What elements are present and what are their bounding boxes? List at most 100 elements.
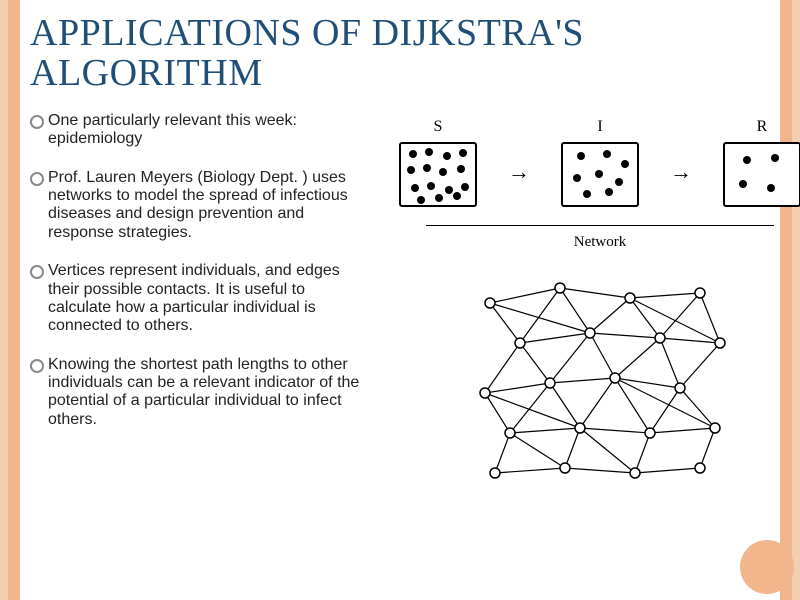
sir-dot	[595, 170, 603, 178]
network-node	[710, 423, 720, 433]
network-node	[610, 373, 620, 383]
network-edge	[485, 393, 510, 433]
network-edge	[580, 428, 635, 473]
sir-dot	[435, 194, 443, 202]
network-edge	[495, 468, 565, 473]
network-edge	[615, 338, 660, 378]
network-node	[560, 463, 570, 473]
sir-dot	[615, 178, 623, 186]
network-edge	[650, 388, 680, 433]
network-edge	[700, 428, 715, 468]
network-edge	[485, 383, 550, 393]
sir-dot	[439, 168, 447, 176]
network-edge	[660, 338, 680, 388]
network-edge	[650, 428, 715, 433]
arrow-right-icon: →	[670, 159, 692, 207]
sir-dot	[453, 192, 461, 200]
network-node	[585, 328, 595, 338]
network-node	[675, 383, 685, 393]
network-edge	[700, 293, 720, 343]
sir-dot	[407, 166, 415, 174]
network-edge	[495, 433, 510, 473]
network-edge	[590, 298, 630, 333]
page-title: APPLICATIONS OF DIJKSTRA'S ALGORITHM	[30, 14, 770, 94]
network-edge	[490, 288, 560, 303]
network-edge	[630, 298, 660, 338]
sir-dot	[443, 152, 451, 160]
bullet-item: Knowing the shortest path lengths to oth…	[30, 356, 370, 430]
network-edge	[550, 383, 580, 428]
network-node	[485, 298, 495, 308]
sir-dot	[423, 164, 431, 172]
network-edge	[635, 433, 650, 473]
figure-divider	[426, 225, 773, 226]
network-edge	[490, 303, 590, 333]
network-node	[490, 468, 500, 478]
sir-compartment: S	[398, 118, 478, 207]
network-node	[505, 428, 515, 438]
network-edge	[590, 333, 615, 378]
sir-dot	[767, 184, 775, 192]
sir-dot	[743, 156, 751, 164]
sir-dot	[621, 160, 629, 168]
sir-dot	[457, 165, 465, 173]
network-edge	[510, 428, 580, 433]
sir-dot	[445, 186, 453, 194]
figure-column: S→I→R Network	[398, 112, 800, 493]
network-edge	[510, 383, 550, 433]
network-edge	[580, 378, 615, 428]
bullet-item: Vertices represent individuals, and edge…	[30, 262, 370, 336]
sir-dot	[409, 150, 417, 158]
sir-compartment: R	[722, 118, 800, 207]
sir-box	[561, 142, 639, 207]
network-node	[480, 388, 490, 398]
fringe-stripe-outer	[0, 0, 8, 600]
network-node	[645, 428, 655, 438]
network-edge	[680, 388, 715, 428]
sir-dot	[461, 183, 469, 191]
sir-dot	[771, 154, 779, 162]
sir-box	[723, 142, 800, 207]
network-edge	[490, 303, 520, 343]
network-edge	[560, 288, 590, 333]
network-node	[625, 293, 635, 303]
left-fringe	[0, 0, 20, 600]
sir-dot	[605, 188, 613, 196]
sir-dot	[577, 152, 585, 160]
network-edge	[520, 288, 560, 343]
network-node	[695, 463, 705, 473]
network-edge	[590, 333, 660, 338]
sir-compartment-label: S	[434, 118, 443, 136]
network-edge	[635, 468, 700, 473]
network-edge	[630, 293, 700, 298]
sir-dot	[411, 184, 419, 192]
network-edge	[510, 433, 565, 468]
sir-compartment-label: R	[757, 118, 768, 136]
sir-dot	[427, 182, 435, 190]
bullet-item: Prof. Lauren Meyers (Biology Dept. ) use…	[30, 169, 370, 243]
network-node	[630, 468, 640, 478]
network-edge	[680, 343, 720, 388]
network-edge	[580, 428, 650, 433]
network-node	[575, 423, 585, 433]
network-node	[715, 338, 725, 348]
sir-dot	[425, 148, 433, 156]
network-edge	[565, 428, 580, 468]
sir-dot	[583, 190, 591, 198]
slide-content: APPLICATIONS OF DIJKSTRA'S ALGORITHM One…	[30, 14, 770, 586]
arrow-right-icon: →	[508, 159, 530, 207]
sir-box	[399, 142, 477, 207]
sir-dot	[603, 150, 611, 158]
network-edge	[550, 333, 590, 383]
sir-dot	[459, 149, 467, 157]
network-node	[515, 338, 525, 348]
network-graph	[450, 263, 750, 493]
network-edge	[550, 378, 615, 383]
text-column: One particularly relevant this week: epi…	[30, 112, 370, 493]
bullet-item: One particularly relevant this week: epi…	[30, 112, 370, 149]
sir-dot	[417, 196, 425, 204]
decorative-corner-circle	[740, 540, 794, 594]
sir-dot	[573, 174, 581, 182]
network-edge	[520, 333, 590, 343]
network-edge	[485, 343, 520, 393]
